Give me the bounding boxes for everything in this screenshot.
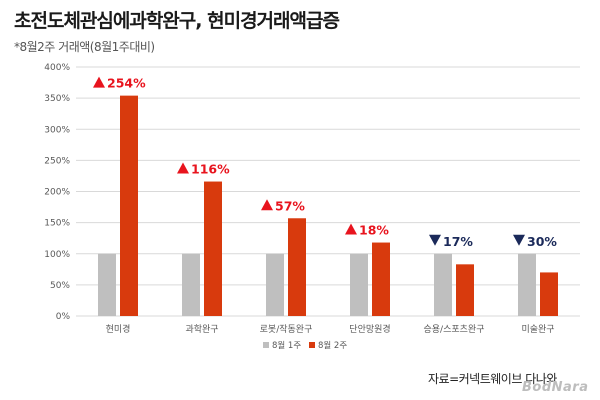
bar-curr-week: [456, 264, 474, 316]
change-label: 57%: [275, 198, 305, 213]
bar-prev-week: [98, 253, 116, 316]
y-tick-label: 50%: [50, 281, 70, 291]
legend-label: 8월 2주: [318, 340, 347, 351]
bar-prev-week: [518, 253, 536, 316]
bar-curr-week: [540, 272, 558, 316]
bar-curr-week: [288, 218, 306, 316]
chart-title: 초전도체관심에과학완구, 현미경거래액급증: [14, 10, 340, 32]
bar-curr-week: [372, 242, 390, 316]
up-arrow-icon: [93, 76, 105, 88]
change-label: 254%: [107, 76, 146, 91]
y-tick-label: 300%: [44, 125, 70, 135]
bar-prev-week: [350, 253, 368, 316]
legend-swatch: [309, 342, 315, 348]
y-tick-label: 200%: [44, 188, 70, 198]
down-arrow-icon: [429, 234, 441, 246]
y-tick-label: 250%: [44, 156, 70, 166]
down-arrow-icon: [513, 234, 525, 246]
x-tick-label: 단안망원경: [349, 323, 390, 335]
chart-subtitle: *8월2주 거래액(8월1주대비): [14, 40, 155, 54]
y-tick-label: 150%: [44, 219, 70, 229]
legend: 8월 1주 8월 2주: [263, 340, 347, 351]
bar-prev-week: [434, 253, 452, 316]
annotations: 254% 116% 57% 18% 17% 30%: [93, 76, 557, 249]
y-tick-label: 400%: [44, 63, 70, 73]
bar-prev-week: [182, 253, 200, 316]
change-label: 116%: [191, 162, 230, 177]
x-tick-label: 로봇/작동완구: [260, 324, 313, 335]
bars: [98, 95, 558, 316]
y-tick-label: 350%: [44, 94, 70, 104]
up-arrow-icon: [345, 223, 357, 235]
x-tick-label: 승용/스포츠완구: [424, 324, 485, 335]
change-label: 18%: [359, 223, 389, 238]
up-arrow-icon: [177, 162, 189, 174]
y-tick-label: 0%: [56, 312, 71, 322]
change-label: 17%: [443, 234, 473, 249]
x-axis-ticks: 현미경 과학완구 로봇/작동완구 단안망원경 승용/스포츠완구 미술완구: [106, 323, 555, 335]
bar-prev-week: [266, 253, 284, 316]
grid-lines: [76, 66, 580, 317]
source-note: 자료=커넥트웨이브 다나와: [428, 372, 557, 386]
y-tick-label: 100%: [44, 250, 70, 260]
legend-label: 8월 1주: [272, 340, 301, 351]
x-tick-label: 과학완구: [185, 324, 218, 335]
x-tick-label: 미술완구: [521, 324, 554, 335]
y-axis-ticks: 0% 50% 100% 150% 200% 250% 300% 350% 400%: [44, 63, 70, 322]
x-tick-label: 현미경: [106, 323, 131, 335]
change-label: 30%: [527, 234, 557, 249]
bar-curr-week: [120, 95, 138, 316]
brand-watermark: BodNara: [522, 380, 589, 395]
up-arrow-icon: [261, 199, 273, 211]
legend-swatch: [263, 342, 269, 348]
bar-curr-week: [204, 181, 222, 316]
